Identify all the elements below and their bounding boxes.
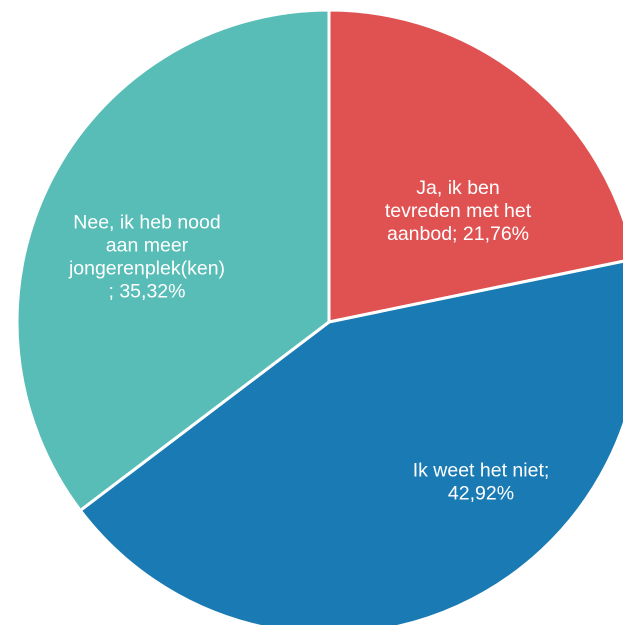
- slice-label-line: 42,92%: [448, 483, 514, 505]
- slice-label-line: Ik weet het niet;: [413, 460, 550, 482]
- slice-label-line: aanbod; 21,76%: [387, 223, 529, 245]
- slice-label-line: tevreden met het: [385, 200, 532, 222]
- slice-label-line: jongerenplek(ken): [68, 258, 225, 280]
- slice-label-2: Nee, ik heb nood aan meer jongerenplek(ken…: [68, 212, 225, 303]
- slice-label-line: Ja, ik ben: [416, 177, 499, 199]
- slice-label-line: aan meer: [106, 235, 189, 257]
- pie-slice-2: [15, 8, 331, 513]
- pie-slice-1: [78, 259, 623, 625]
- pie-slices: [15, 8, 623, 625]
- slice-label-line: Nee, ik heb nood: [73, 212, 220, 234]
- slice-label-line: ; 35,32%: [109, 281, 186, 303]
- slice-label-0: Ja, ik ben tevreden met het aanbod; 21,76%: [385, 177, 532, 245]
- slice-label-1: Ik weet het niet; 42,92%: [413, 460, 550, 505]
- pie-labels: Ja, ik ben tevreden met het aanbod; 21,76%…: [68, 177, 549, 505]
- pie-slice-0: [327, 8, 623, 324]
